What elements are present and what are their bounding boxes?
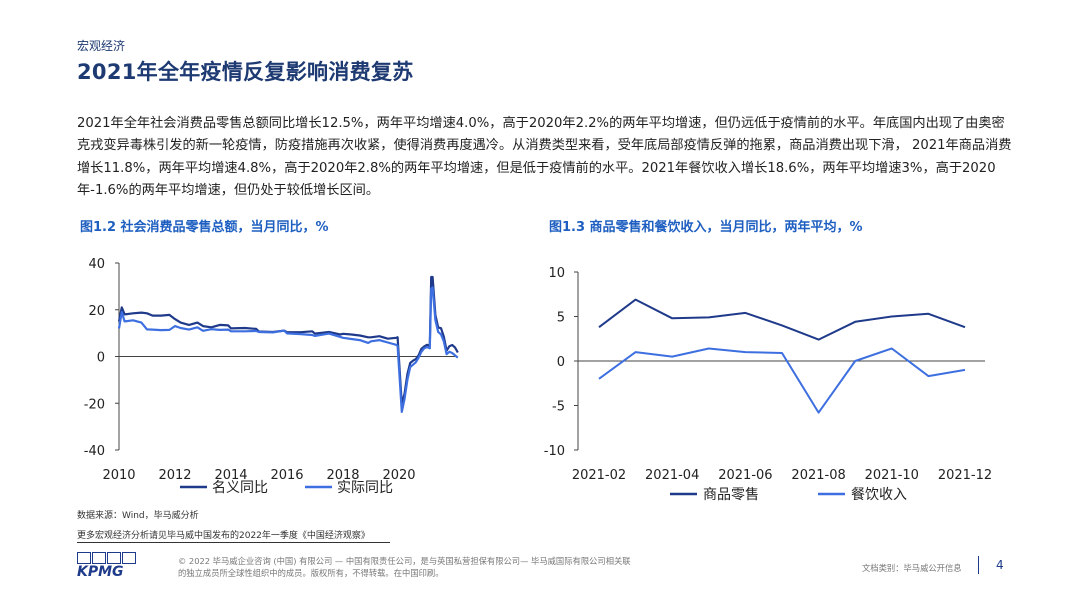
chart2-x-tick-label: 2021-04	[645, 468, 699, 483]
chart1-legend-label: 实际同比	[337, 480, 393, 496]
document-category: 文档类别：毕马威公开信息	[862, 563, 962, 573]
data-source: 数据来源：Wind，毕马威分析	[77, 511, 199, 521]
chart1-x-tick-label: 2012	[158, 468, 191, 483]
chart2-x-tick-label: 2021-12	[938, 468, 992, 483]
logo-wordmark: KPMG	[77, 564, 124, 580]
chart2-x-tick-label: 2021-08	[791, 468, 845, 483]
chart1-x-tick-label: 2016	[270, 468, 303, 483]
more-info-underline	[77, 542, 390, 543]
chart1-y-tick-label: -20	[84, 397, 105, 412]
chart1-legend-label: 名义同比	[212, 480, 268, 496]
chart2-series-goods-line	[598, 298, 966, 341]
logo-boxes	[77, 552, 137, 564]
figure-2-title: 图1.3 商品零售和餐饮收入，当月同比，两年平均，%	[549, 220, 863, 235]
chart1-y-tick-label: 20	[88, 304, 105, 319]
chart1-series-nominal-line	[117, 275, 459, 406]
chart2-y-tick-label: 0	[557, 355, 565, 370]
chart2-y-tick-label: 5	[557, 311, 565, 326]
chart1-y-tick-label: -40	[84, 444, 105, 459]
chart2-series-catering-line	[598, 347, 966, 414]
page-number: 4	[996, 558, 1004, 572]
chart2-x-tick-label: 2021-06	[718, 468, 772, 483]
section-label: 宏观经济	[77, 39, 126, 53]
kpmg-logo: KPMG	[77, 552, 137, 580]
figure-1-title: 图1.2 社会消费品零售总额，当月同比，%	[80, 220, 329, 235]
chart1-x-tick-label: 2018	[326, 468, 359, 483]
chart2-x-tick-label: 2021-02	[572, 468, 626, 483]
chart1-x-tick-label: 2010	[102, 468, 135, 483]
chart2-legend-label: 餐饮收入	[851, 487, 907, 503]
chart2-y-tick-label: 10	[548, 266, 565, 281]
chart1-y-tick-label: 0	[97, 351, 105, 366]
chart2-legend-label: 商品零售	[703, 487, 759, 503]
copyright-notice: © 2022 毕马威企业咨询 (中国) 有限公司 — 中国有限责任公司，是与英国…	[178, 556, 631, 578]
chart1-y-tick-label: 40	[88, 257, 105, 272]
chart2-y-tick-label: -10	[544, 444, 565, 459]
body-paragraph: 2021年全年社会消费品零售总额同比增长12.5%，两年平均增速4.0%，高于2…	[77, 116, 1012, 199]
chart2-x-tick-label: 2021-10	[865, 468, 919, 483]
page-title: 2021年全年疫情反复影响消费复苏	[77, 60, 414, 84]
footer-divider	[978, 556, 979, 574]
chart2-y-tick-label: -5	[552, 400, 565, 415]
chart1-series-real-line	[117, 286, 459, 413]
chart1-x-tick-label: 2014	[214, 468, 247, 483]
chart1-x-tick-label: 2020	[382, 468, 415, 483]
more-info-link[interactable]: 更多宏观经济分析请见毕马威中国发布的2022年一季度《中国经济观察》	[77, 531, 370, 541]
